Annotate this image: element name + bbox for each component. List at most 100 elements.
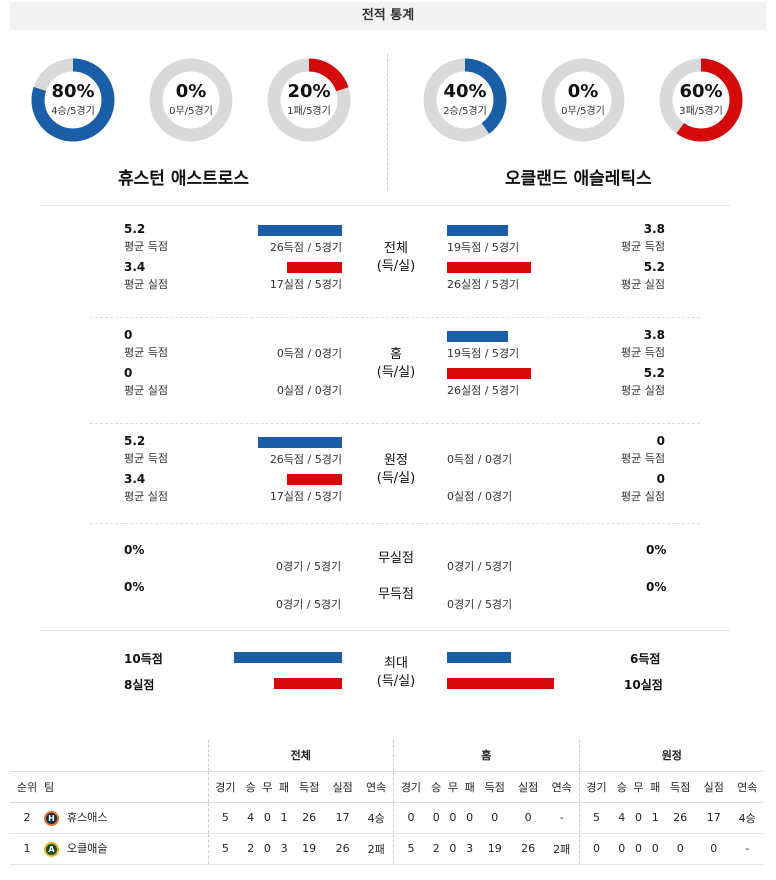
stat-cell: 5 — [207, 833, 243, 865]
group-header-row: 전체 홈 원정 — [10, 740, 764, 771]
away-team-name: 오클랜드 애슬레틱스 — [505, 169, 652, 189]
group-away: 원정 — [578, 740, 764, 771]
column-header: 경기 — [578, 770, 614, 803]
home-avg-scored-label: 평균 득점 — [124, 346, 168, 359]
section-label-line1: 홈 — [390, 347, 402, 362]
stat-cell: 26 — [511, 833, 545, 865]
team-cell[interactable]: A 오클애슬 — [44, 833, 208, 865]
stat-cell: 2패 — [544, 833, 580, 865]
stat-cell: 0 — [613, 833, 631, 865]
table-row[interactable]: 1 A 오클애슬 5 2 0 3 19 26 2패 5 2 0 3 19 26 2패 0 0 0 0 0 0- — [10, 833, 764, 865]
divider — [40, 205, 730, 206]
away-avg-allowed-label: 평균 실점 — [621, 490, 665, 503]
section-label: 전체 (득/실) — [366, 240, 426, 276]
home-shutout-text: 0경기 / 5경기 — [276, 560, 342, 573]
stat-cell: 0 — [477, 802, 512, 834]
donut-chart: 80% 4승/5경기 — [30, 57, 116, 143]
away-shutout-pct: 0% — [646, 543, 667, 557]
away-scoreless-text: 0경기 / 5경기 — [447, 598, 513, 611]
standings-table: 전체 홈 원정 순위 팀 경기 승 무 패 득점 실점 연속 경기 승 무 패 득점 실점 연속 경기 승 무 패 득점… — [10, 740, 764, 865]
away-allowed-text: 0실점 / 0경기 — [447, 490, 513, 503]
donut-percent: 0% — [567, 81, 599, 102]
stat-cell: 0 — [646, 833, 664, 865]
home-max-scored: 10득점 — [124, 652, 163, 666]
group-total: 전체 — [207, 740, 394, 771]
donut-subtext: 0무/5경기 — [561, 106, 605, 117]
donut-chart: 20% 1패/5경기 — [266, 57, 352, 143]
home-avg-allowed: 3.4 — [124, 472, 146, 486]
donut-subtext: 3패/5경기 — [679, 106, 723, 117]
column-header-row: 순위 팀 경기 승 무 패 득점 실점 연속 경기 승 무 패 득점 실점 연속 경기 승 무 패 득점 실점 연속 — [10, 770, 764, 803]
column-header: 팀 — [44, 770, 208, 803]
home-avg-scored-label: 평균 득점 — [124, 452, 168, 465]
away-avg-scored: 3.8 — [643, 222, 665, 236]
away-avg-allowed-label: 평균 실점 — [621, 384, 665, 397]
section-label-line1: 원정 — [384, 453, 408, 468]
away-avg-scored-label: 평균 득점 — [621, 452, 665, 465]
shutout-label: 무실점 — [378, 551, 414, 566]
section-label-line2: (득/실) — [376, 471, 416, 486]
away-scored-text: 19득점 / 5경기 — [447, 347, 520, 360]
away-scored-bar — [447, 331, 508, 342]
away-allowed-text: 26실점 / 5경기 — [447, 278, 520, 291]
stat-cell: - — [544, 802, 580, 834]
stat-cell: 0 — [630, 833, 647, 865]
home-max-scored-bar — [234, 652, 342, 663]
column-header: 득점 — [663, 770, 697, 803]
stat-cell: 0 — [630, 802, 647, 834]
column-header: 패 — [275, 770, 293, 803]
home-scoreless-text: 0경기 / 5경기 — [276, 598, 342, 611]
column-header: 무 — [258, 770, 276, 803]
column-header: 연속 — [359, 770, 394, 803]
stat-cell: 0 — [258, 802, 276, 834]
home-avg-allowed-label: 평균 실점 — [124, 278, 168, 291]
away-avg-scored: 0 — [656, 434, 665, 448]
home-avg-allowed: 3.4 — [124, 260, 146, 274]
stat-cell: 5 — [393, 833, 428, 865]
stat-cell: 2 — [242, 833, 259, 865]
team-logo-icon: A — [44, 841, 59, 857]
rank-cell: 1 — [10, 833, 44, 865]
max-label-line2: (득/실) — [376, 674, 416, 689]
column-header: 실점 — [325, 770, 360, 803]
away-shutout-text: 0경기 / 5경기 — [447, 560, 513, 573]
home-avg-allowed: 0 — [124, 366, 133, 380]
team-cell[interactable]: H 휴스애스 — [44, 802, 208, 834]
donut-ring — [659, 58, 743, 142]
stat-cell: 0 — [427, 802, 445, 834]
away-avg-allowed-label: 평균 실점 — [621, 278, 665, 291]
home-avg-allowed-label: 평균 실점 — [124, 490, 168, 503]
standings-body: 2 H 휴스애스 5 4 0 1 26 17 4승 0 0 0 0 0 0-5 4 0 1 26 17 4승 1 A 오클애슬 5… — [10, 802, 764, 865]
away-allowed-text: 26실점 / 5경기 — [447, 384, 520, 397]
away-allowed-bar — [447, 368, 531, 379]
column-header: 득점 — [477, 770, 512, 803]
stat-cell: 3 — [275, 833, 293, 865]
stat-cell: 1 — [275, 802, 293, 834]
donut-ring — [541, 58, 625, 142]
home-avg-allowed-label: 평균 실점 — [124, 384, 168, 397]
home-scored-text: 26득점 / 5경기 — [269, 453, 342, 466]
donut-ring — [423, 58, 507, 142]
home-avg-scored-label: 평균 득점 — [124, 240, 168, 253]
home-allowed-text: 17실점 / 5경기 — [269, 278, 342, 291]
home-allowed-bar — [287, 474, 342, 485]
stat-cell: 0 — [578, 833, 614, 865]
stat-cell: 26 — [292, 802, 326, 834]
stat-cell: 26 — [325, 833, 360, 865]
divider — [90, 523, 700, 524]
column-header: 실점 — [696, 770, 731, 803]
stat-cell: 5 — [207, 802, 243, 834]
away-avg-scored-label: 평균 득점 — [621, 240, 665, 253]
home-scored-text: 0득점 / 0경기 — [276, 347, 342, 360]
column-header: 무 — [630, 770, 647, 803]
stat-cell: 0 — [258, 833, 276, 865]
donut-subtext: 4승/5경기 — [51, 106, 95, 117]
away-allowed-bar — [447, 262, 531, 273]
column-header: 무 — [444, 770, 462, 803]
away-scored-bar — [447, 225, 508, 236]
donut-subtext: 2승/5경기 — [443, 106, 487, 117]
divider — [90, 423, 700, 424]
table-row[interactable]: 2 H 휴스애스 5 4 0 1 26 17 4승 0 0 0 0 0 0-5 4 0 1 26 17 4승 — [10, 802, 764, 834]
team-short-name: 휴스애스 — [67, 811, 108, 825]
divider — [90, 317, 700, 318]
